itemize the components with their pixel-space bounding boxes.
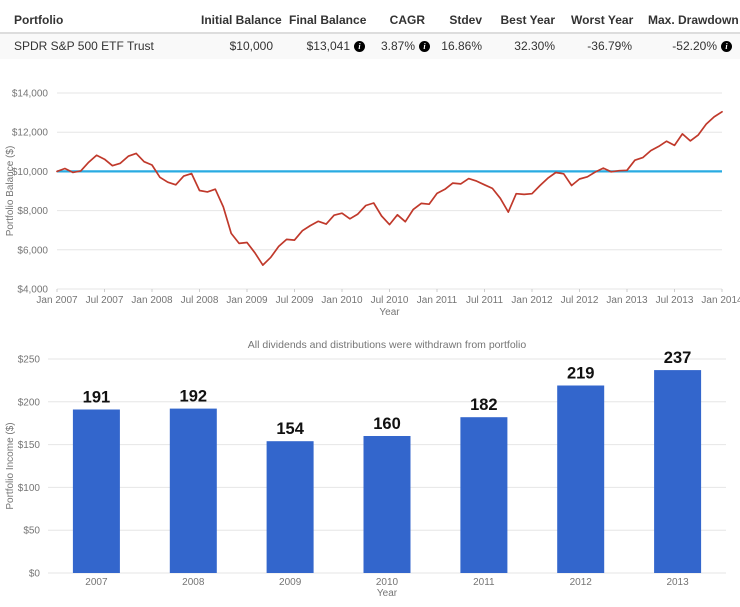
col-header-final-balance: Final Balance [281,8,373,34]
x-tick-label: 2010 [376,577,399,588]
x-tick-label: Jan 2008 [131,295,173,306]
x-tick-label: Jan 2013 [606,295,648,306]
x-tick-label: Jan 2007 [36,295,78,306]
income-bar-2008[interactable] [169,408,217,573]
cell-best-year: 32.30% [490,33,563,59]
y-tick-label: $0 [29,569,41,580]
cell-worst-year: -36.79% [563,33,640,59]
cagr-value: 3.87% [381,39,416,53]
y-tick-label: $50 [23,526,40,537]
x-tick-label: 2008 [182,577,205,588]
y-tick-label: $8,000 [17,206,48,217]
x-tick-label: 2007 [85,577,108,588]
portfolio-balance-chart[interactable]: $14,000$12,000$10,000$8,000$6,000$4,000J… [0,59,740,321]
x-tick-label: Jul 2008 [181,295,219,306]
summary-data-row: SPDR S&P 500 ETF Trust $10,000 $13,041 i … [0,33,740,59]
portfolio-income-chart[interactable]: All dividends and distributions were wit… [0,321,740,601]
y-tick-label: $12,000 [12,128,49,139]
x-tick-label: 2009 [279,577,302,588]
y-tick-label: $200 [18,397,41,408]
x-axis-title: Year [379,307,400,318]
x-tick-label: Jan 2012 [511,295,553,306]
x-tick-label: Jul 2007 [86,295,124,306]
x-tick-label: Jan 2011 [417,295,458,306]
bar-value-label: 182 [470,396,498,414]
income-bar-2013[interactable] [654,370,702,573]
cell-max-drawdown: -52.20% i [640,33,740,59]
portfolio-summary-table: Portfolio Initial Balance Final Balance … [0,8,740,59]
bar-value-label: 219 [567,365,595,383]
bar-value-label: 160 [373,415,401,433]
final-balance-value: $13,041 [306,39,350,53]
col-header-portfolio: Portfolio [0,8,193,34]
x-tick-label: 2011 [473,577,495,588]
y-tick-label: $14,000 [12,89,49,100]
x-tick-label: 2013 [666,577,689,588]
y-tick-label: $250 [18,355,41,366]
col-header-max-drawdown: Max. Drawdown [640,8,740,34]
col-header-initial-balance: Initial Balance [193,8,282,34]
cell-initial-balance: $10,000 [193,33,281,59]
y-axis-title: Portfolio Balance ($) [5,146,16,237]
info-icon[interactable]: i [354,41,365,52]
summary-header-row: Portfolio Initial Balance Final Balance … [0,8,740,34]
y-tick-label: $4,000 [17,285,48,296]
x-tick-label: Jul 2010 [371,295,409,306]
income-bar-2007[interactable] [72,409,120,574]
bar-value-label: 191 [83,389,111,407]
bar-value-label: 192 [180,388,208,406]
y-axis-title: Portfolio Income ($) [5,422,16,509]
col-header-cagr: CAGR [373,8,433,34]
x-tick-label: Jul 2009 [276,295,314,306]
y-tick-label: $10,000 [12,167,49,178]
cell-stdev: 16.86% [433,33,490,59]
x-tick-label: Jul 2012 [561,295,599,306]
y-tick-label: $150 [18,440,41,451]
info-icon[interactable]: i [419,41,431,52]
cell-portfolio-name: SPDR S&P 500 ETF Trust [0,33,193,59]
cell-cagr: 3.87% i [373,33,433,59]
income-bar-2010[interactable] [363,436,411,573]
bar-value-label: 237 [664,349,692,367]
cell-final-balance: $13,041 i [281,33,373,59]
col-header-worst-year: Worst Year [563,8,640,34]
bar-value-label: 154 [276,420,304,438]
y-tick-label: $100 [18,483,41,494]
x-axis-title: Year [377,588,398,599]
x-tick-label: Jan 2014 [701,295,740,306]
max-drawdown-value: -52.20% [672,39,717,53]
col-header-best-year: Best Year [490,8,563,34]
y-tick-label: $6,000 [17,245,48,256]
x-tick-label: 2012 [570,577,593,588]
chart-title: All dividends and distributions were wit… [248,339,527,351]
x-tick-label: Jan 2010 [321,295,363,306]
portfolio-balance-line[interactable] [56,110,723,266]
x-tick-label: Jul 2013 [656,295,694,306]
income-bar-2011[interactable] [460,417,508,573]
x-tick-label: Jan 2009 [226,295,268,306]
info-icon[interactable]: i [721,41,732,52]
income-bar-2012[interactable] [557,385,605,574]
col-header-stdev: Stdev [433,8,490,34]
x-tick-label: Jul 2011 [466,295,504,306]
income-bar-2009[interactable] [266,441,314,573]
